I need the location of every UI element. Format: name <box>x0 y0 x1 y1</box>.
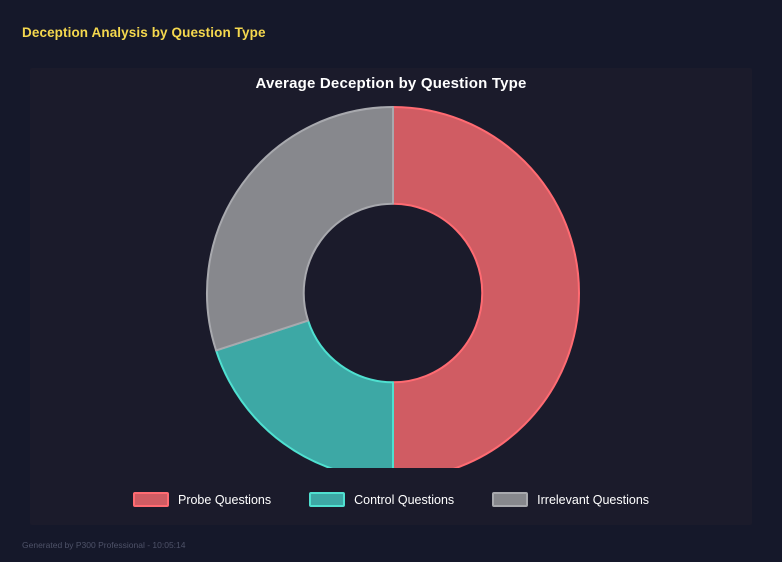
legend-item-label: Irrelevant Questions <box>537 492 650 507</box>
donut-chart <box>30 68 752 468</box>
footer-note: Generated by P300 Professional - 10:05:1… <box>22 540 186 550</box>
donut-slice[interactable] <box>215 319 394 468</box>
legend-item-label: Probe Questions <box>177 492 272 507</box>
chart-legend: Probe Questions Control Questions Irreleva… <box>30 492 752 507</box>
donut-chart-svg <box>206 106 580 468</box>
legend-item[interactable]: Irrelevant Questions <box>492 492 649 507</box>
donut-slice-group <box>206 106 580 468</box>
donut-slice[interactable] <box>392 106 580 468</box>
chart-card: Average Deception by Question Type Probe… <box>30 68 752 525</box>
legend-swatch-icon <box>132 492 169 507</box>
legend-swatch-icon <box>492 492 529 507</box>
page-title: Deception Analysis by Question Type <box>22 25 266 40</box>
legend-item-label: Control Questions <box>354 492 455 507</box>
legend-item[interactable]: Control Questions <box>309 492 454 507</box>
donut-slice[interactable] <box>206 106 394 352</box>
legend-item[interactable]: Probe Questions <box>132 492 272 507</box>
chart-title: Average Deception by Question Type <box>255 75 527 92</box>
legend-swatch-icon <box>309 492 346 507</box>
